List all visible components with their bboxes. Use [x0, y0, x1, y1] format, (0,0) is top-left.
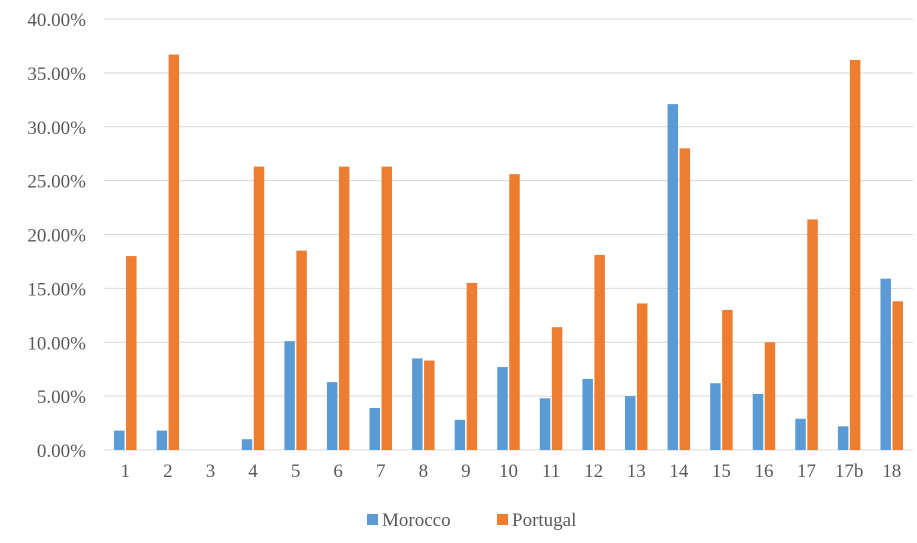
bar-portugal-14 [679, 148, 691, 451]
x-tick-label: 4 [248, 461, 258, 482]
bar-morocco-11 [539, 398, 551, 450]
x-tick-label: 13 [627, 461, 646, 482]
bar-morocco-18 [880, 278, 891, 450]
bar-portugal-12 [594, 254, 605, 450]
bar-portugal-11 [551, 327, 563, 450]
x-tick-label: 1 [121, 461, 131, 482]
x-tick-label: 6 [333, 461, 343, 482]
x-tick-label: 10 [499, 461, 518, 482]
bar-portugal-5 [296, 250, 307, 450]
bar-morocco-17b [837, 426, 849, 450]
bar-morocco-6 [326, 382, 338, 450]
y-tick-label: 40.00% [27, 10, 86, 31]
bar-portugal-1 [126, 256, 137, 450]
bar-morocco-4 [241, 439, 253, 450]
bar-portugal-13 [636, 303, 648, 450]
bar-portugal-10 [509, 174, 520, 450]
x-tick-label: 15 [712, 461, 731, 482]
legend-swatch-portugal [497, 514, 508, 525]
x-tick-label: 5 [291, 461, 301, 482]
y-tick-label: 25.00% [27, 172, 86, 193]
bar-morocco-5 [284, 341, 295, 450]
y-tick-label: 0.00% [37, 441, 86, 462]
y-tick-label: 20.00% [27, 226, 86, 247]
gridlines [104, 18, 913, 451]
bar-portugal-8 [424, 360, 435, 450]
y-tick-label: 35.00% [27, 64, 86, 85]
legend-swatch-morocco [367, 514, 378, 525]
bar-portugal-7 [381, 166, 393, 450]
bar-morocco-7 [369, 407, 381, 450]
bar-morocco-12 [582, 378, 593, 450]
bar-morocco-16 [752, 393, 764, 450]
x-tick-label: 3 [206, 461, 216, 482]
legend-label-morocco: Morocco [382, 510, 451, 531]
bar-portugal-17 [807, 219, 818, 450]
bar-morocco-17 [795, 418, 806, 450]
y-tick-label: 10.00% [27, 333, 86, 354]
x-tick-label: 17b [835, 461, 864, 482]
x-tick-label: 12 [584, 461, 603, 482]
x-tick-label: 9 [461, 461, 471, 482]
y-tick-label: 30.00% [27, 118, 86, 139]
bar-portugal-2 [168, 54, 180, 451]
y-tick-label: 5.00% [37, 387, 86, 408]
bar-morocco-14 [667, 104, 679, 450]
legend-label-portugal: Portugal [512, 510, 576, 531]
bar-morocco-2 [156, 430, 168, 450]
bar-portugal-15 [722, 309, 733, 450]
x-tick-label: 16 [754, 461, 773, 482]
x-tick-label: 14 [669, 461, 689, 482]
x-tick-label: 18 [882, 461, 901, 482]
x-tick-label: 7 [376, 461, 386, 482]
bar-portugal-17b [849, 59, 861, 450]
bar-portugal-4 [253, 166, 265, 450]
bar-portugal-18 [892, 301, 903, 450]
x-tick-label: 11 [542, 461, 560, 482]
bar-portugal-6 [338, 166, 350, 450]
bar-morocco-15 [710, 383, 721, 450]
bar-morocco-9 [454, 419, 466, 450]
y-tick-label: 15.00% [27, 279, 86, 300]
bar-morocco-13 [624, 396, 636, 450]
bar-morocco-1 [114, 430, 125, 450]
legend: Morocco Portugal [367, 510, 576, 531]
y-axis: 0.00% 5.00% 10.00% 15.00% 20.00% 25.00% 30.00%… [27, 10, 86, 462]
bar-portugal-16 [764, 342, 776, 450]
bar-morocco-8 [412, 358, 423, 450]
bars [114, 54, 903, 451]
x-axis: 1 2 3 4 5 6 7 8 9 10 11 12 13 14 15 16 17 17b 18 [121, 461, 902, 482]
x-tick-label: 8 [419, 461, 429, 482]
x-tick-label: 17 [797, 461, 816, 482]
bar-portugal-9 [466, 282, 478, 450]
x-tick-label: 2 [163, 461, 173, 482]
bar-morocco-10 [497, 367, 508, 450]
